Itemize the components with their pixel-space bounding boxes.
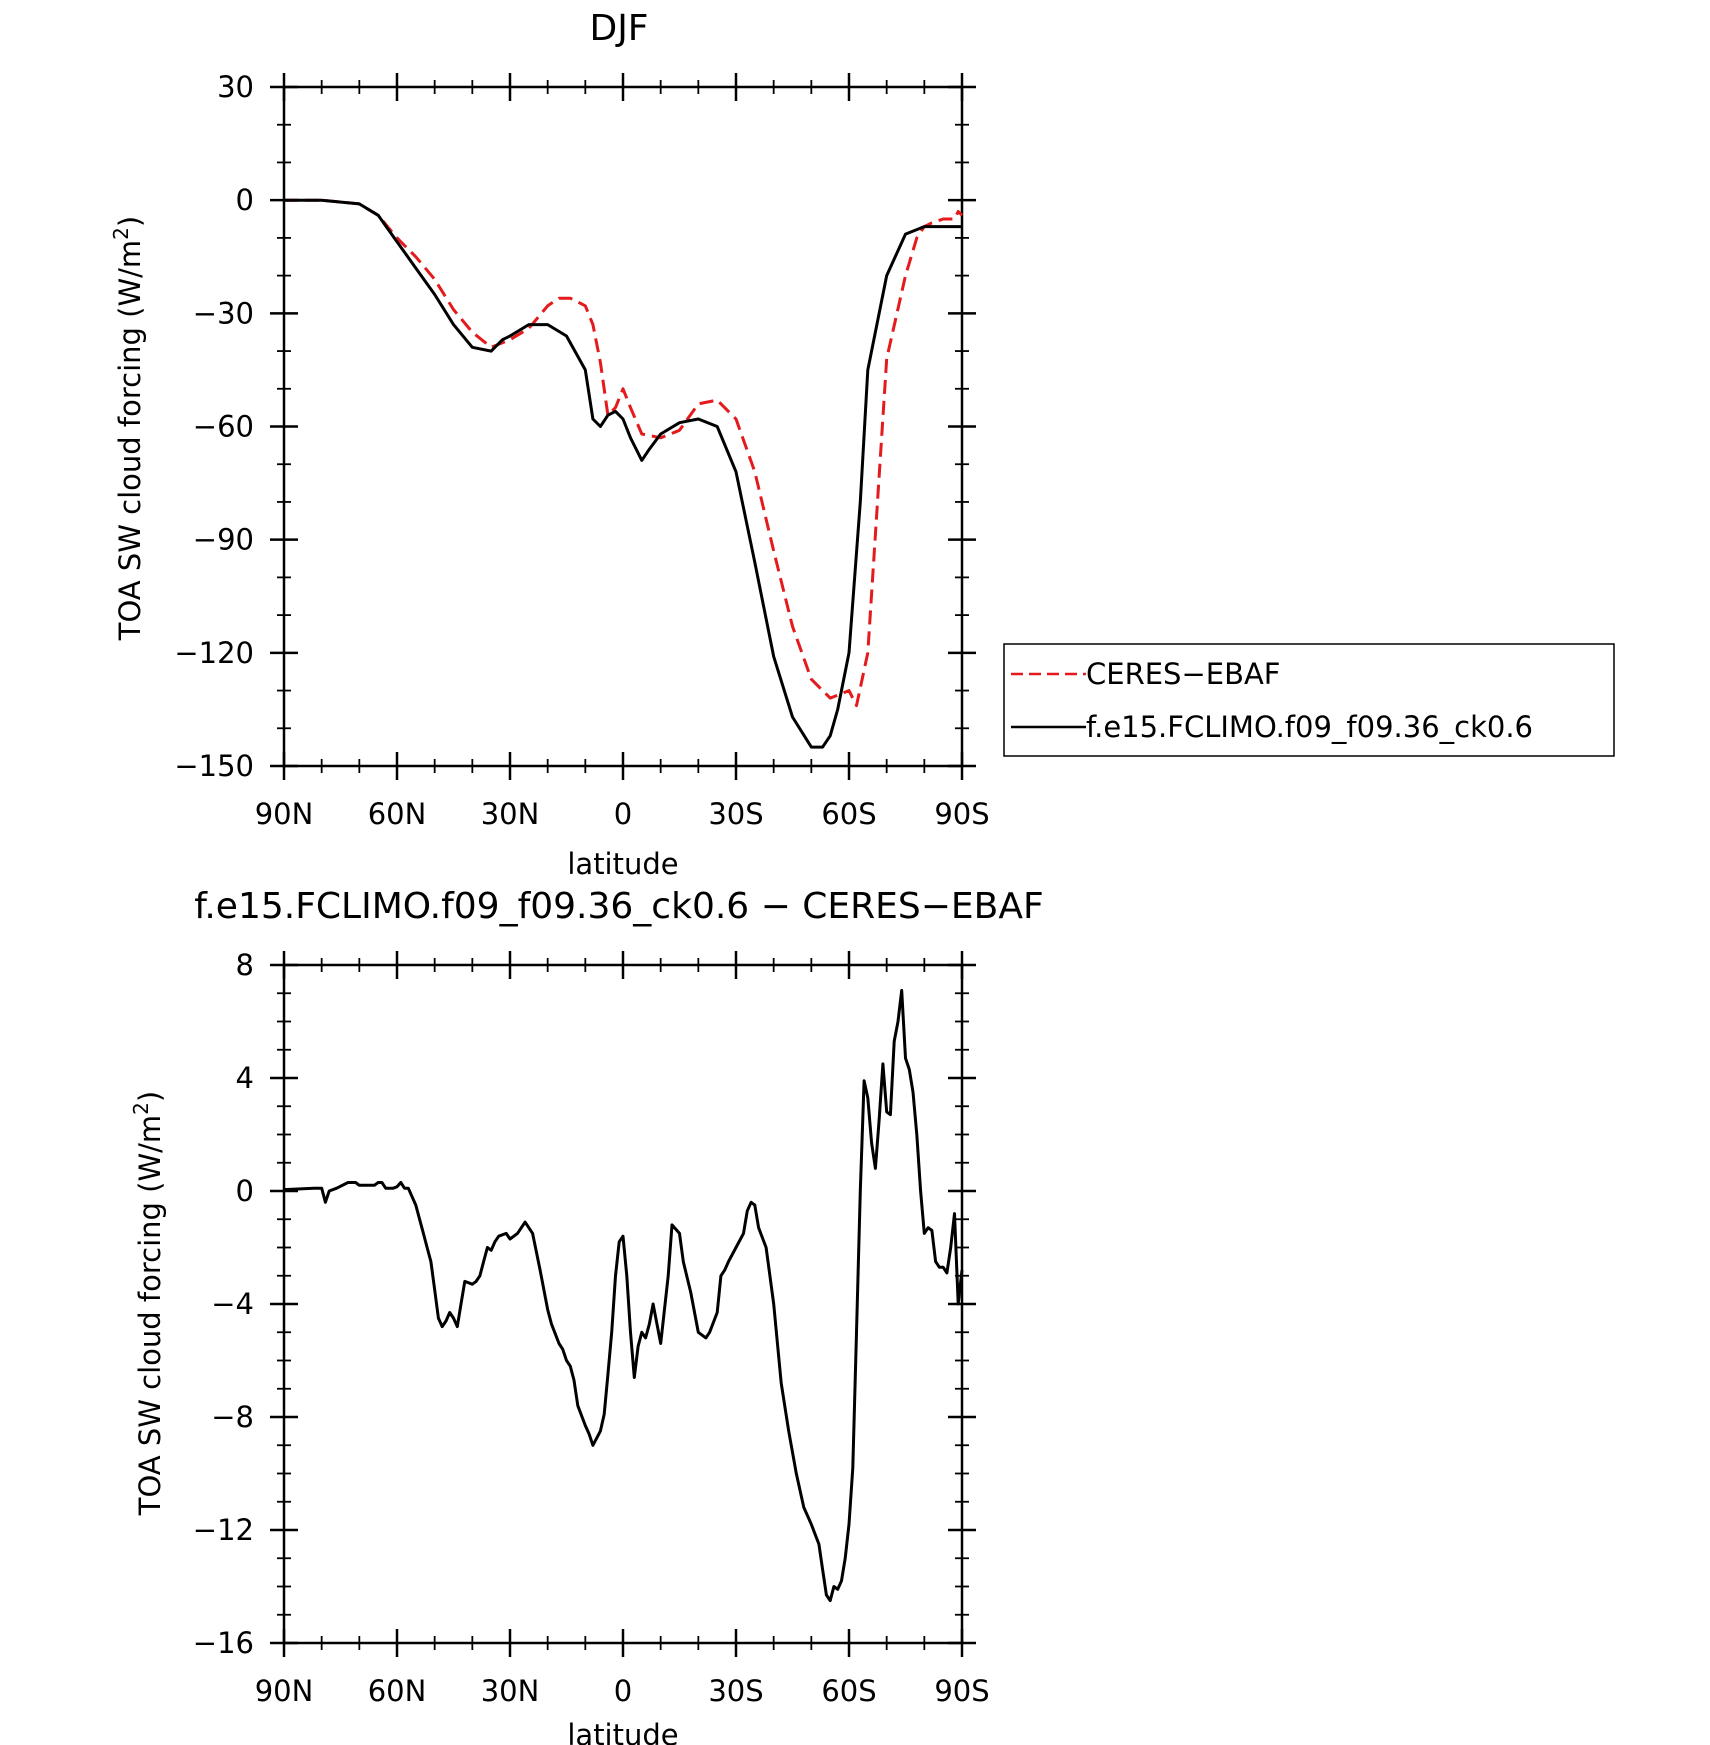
bottom-y-tick-labels: 8 4 0 −4 −8 −12 −16: [193, 948, 254, 1660]
top-y-axis-title-text: TOA SW cloud forcing (W/m: [113, 240, 147, 641]
x-tick-label: 60N: [368, 797, 427, 831]
x-tick-label: 30S: [708, 797, 763, 831]
bottom-y-axis-title-sup: 2: [129, 1102, 153, 1115]
legend-box: [1003, 643, 1615, 757]
y-tick-label: −30: [193, 296, 254, 330]
top-series-lines: [284, 198, 964, 749]
y-tick-label: −16: [193, 1626, 254, 1660]
top-y-axis-title-sup: 2: [109, 227, 133, 240]
bottom-ticks: [270, 951, 976, 1657]
top-series-line-1: [284, 198, 962, 749]
x-tick-label: 60S: [821, 797, 876, 831]
top-y-axis-title: TOA SW cloud forcing (W/m2): [109, 216, 147, 641]
x-tick-label: 90S: [934, 797, 989, 831]
y-tick-label: 8: [236, 948, 254, 982]
y-tick-label: −150: [174, 749, 254, 783]
bottom-x-tick-labels: 90N 60N 30N 0 30S 60S 90S: [255, 1674, 990, 1708]
bottom-y-axis-title: TOA SW cloud forcing (W/m2): [129, 1091, 167, 1516]
bottom-panel: f.e15.FCLIMO.f09_f09.36_ck0.6 − CERES−EB…: [129, 886, 1044, 1745]
y-tick-label: −8: [211, 1400, 254, 1434]
legend: CERES−EBAF f.e15.FCLIMO.f09_f09.36_ck0.6: [1003, 643, 1615, 757]
top-x-axis-title: latitude: [567, 847, 678, 881]
top-x-tick-labels: 90N 60N 30N 0 30S 60S 90S: [255, 797, 990, 831]
bottom-plot-frame: [282, 963, 964, 1645]
x-tick-label: 0: [614, 797, 632, 831]
y-tick-label: 30: [217, 70, 254, 104]
y-tick-label: −120: [174, 636, 254, 670]
y-tick-label: 0: [236, 1174, 254, 1208]
x-tick-label: 30S: [708, 1674, 763, 1708]
top-panel: DJF 30 0 −30 −60 −90 −120 −150 90N 60N 30N 0 30S 60…: [109, 8, 990, 881]
x-tick-label: 90S: [934, 1674, 989, 1708]
x-tick-label: 60N: [368, 1674, 427, 1708]
bottom-series-lines: [283, 988, 964, 1603]
x-tick-label: 30N: [481, 1674, 540, 1708]
y-tick-label: 0: [236, 183, 254, 217]
top-plot-frame: [282, 85, 964, 768]
y-tick-label: 4: [236, 1061, 254, 1095]
x-tick-label: 60S: [821, 1674, 876, 1708]
y-tick-label: −60: [193, 410, 254, 444]
y-tick-label: −90: [193, 523, 254, 557]
x-tick-label: 0: [614, 1674, 632, 1708]
x-tick-label: 90N: [255, 1674, 314, 1708]
bottom-chart-title: f.e15.FCLIMO.f09_f09.36_ck0.6 − CERES−EB…: [194, 886, 1043, 927]
y-tick-label: −12: [193, 1513, 254, 1547]
legend-label-ceres: CERES−EBAF: [1086, 657, 1281, 691]
bottom-y-axis-title-text: TOA SW cloud forcing (W/m: [133, 1115, 167, 1516]
bottom-series-line-0: [283, 988, 964, 1603]
top-y-tick-labels: 30 0 −30 −60 −90 −120 −150: [174, 70, 254, 783]
legend-label-model: f.e15.FCLIMO.f09_f09.36_ck0.6: [1086, 710, 1533, 744]
x-tick-label: 90N: [255, 797, 314, 831]
bottom-x-axis-title: latitude: [567, 1718, 678, 1745]
bottom-y-axis-title-close: ): [133, 1091, 167, 1102]
top-ticks: [270, 73, 976, 780]
top-chart-title: DJF: [589, 8, 648, 49]
top-series-line-0: [284, 198, 964, 708]
top-y-axis-title-close: ): [113, 216, 147, 227]
x-tick-label: 30N: [481, 797, 540, 831]
y-tick-label: −4: [211, 1287, 254, 1321]
